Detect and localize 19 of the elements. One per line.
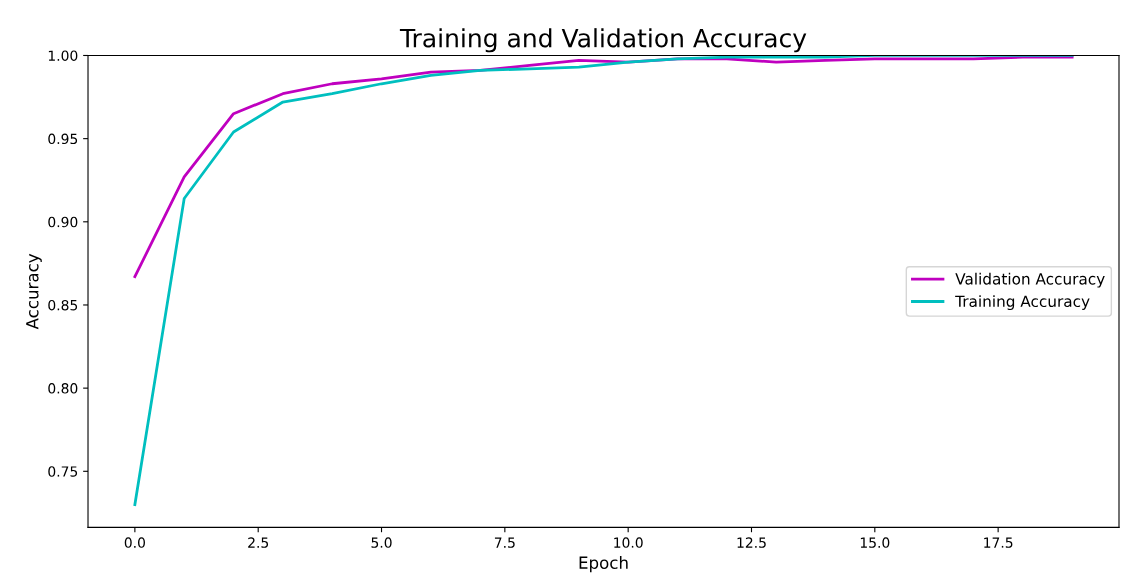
chart-title: Training and Validation Accuracy — [399, 28, 807, 53]
y-tick-label: 0.95 — [48, 133, 78, 145]
x-tick-label: 12.5 — [737, 537, 766, 548]
y-tick-label: 0.75 — [48, 466, 78, 477]
x-axis-title: Epoch — [579, 556, 628, 573]
x-tick-label: 10.0 — [614, 537, 643, 548]
y-tick-label: 0.80 — [48, 383, 78, 394]
x-tick-label: 7.5 — [494, 537, 515, 548]
x-tick-label: 5.0 — [371, 537, 392, 548]
y-tick-label: 1.00 — [48, 50, 78, 61]
x-tick-label: 2.5 — [248, 537, 269, 548]
y-axis-title: Accuracy — [26, 253, 42, 330]
x-tick-label: 15.0 — [860, 537, 890, 548]
legend-label: Validation Accuracy — [955, 272, 1105, 288]
x-tick-label: 17.5 — [984, 537, 1013, 548]
y-tick-label: 0.85 — [48, 299, 78, 311]
y-tick-label: 0.90 — [48, 216, 78, 228]
legend-label: Training Accuracy — [955, 295, 1090, 311]
x-tick-label: 0.0 — [124, 537, 145, 548]
